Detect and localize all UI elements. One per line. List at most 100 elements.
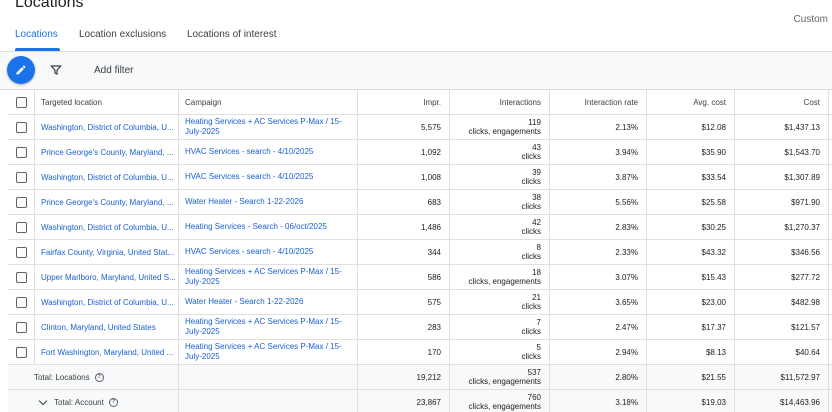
column-header-label: Cost (803, 97, 820, 107)
rate-cell: 2.94% (550, 340, 647, 364)
table-header-row: Targeted location Campaign Impr. Interactio… (8, 90, 832, 115)
interactions-cell: 18 clicks, engagements (450, 265, 550, 289)
interactions-unit: clicks (521, 252, 541, 261)
interactions-value: 5 (536, 342, 541, 352)
col-interactions[interactable]: Interactions (450, 90, 550, 114)
avg-cost-value: $43.32 (701, 247, 726, 257)
location-cell: Washington, District of Columbia, U... (35, 115, 179, 139)
interactions-cell: 43 clicks (450, 140, 550, 164)
row-checkbox[interactable] (15, 246, 27, 258)
interactions-unit: clicks, engagements (468, 277, 541, 286)
row-checkbox-cell (8, 315, 35, 339)
avg-cost-value: $23.00 (701, 297, 726, 307)
avg-cost-cell: $21.55 (647, 365, 735, 389)
help-icon[interactable]: ? (108, 397, 118, 407)
impressions-value: 23,867 (416, 397, 441, 407)
avg-cost-cell: $33.54 (647, 165, 735, 189)
avg-cost-cell: $25.58 (647, 190, 735, 214)
campaign-link[interactable]: Water Heater - Search 1-22-2026 (185, 197, 304, 206)
interactions-value: 760 (527, 392, 541, 402)
location-link[interactable]: Fort Washington, Maryland, United ... (41, 347, 174, 357)
add-filter-button[interactable]: Add filter (94, 65, 134, 76)
row-checkbox[interactable] (15, 321, 27, 333)
location-link[interactable]: Washington, District of Columbia, U... (41, 222, 174, 232)
row-checkbox-cell (8, 215, 35, 239)
column-header-label: Interactions (499, 97, 541, 107)
cost-value: $1,307.89 (784, 172, 820, 182)
impressions-value: 1,008 (420, 172, 441, 182)
interaction-rate-value: 3.94% (615, 147, 638, 157)
interactions-unit: clicks, engagements (468, 402, 541, 411)
active-tab-indicator (15, 48, 60, 51)
location-link[interactable]: Prince George's County, Maryland, ... (41, 147, 174, 157)
campaign-link[interactable]: Heating Services + AC Services P-Max / 1… (185, 117, 342, 136)
tab-location-exclusions[interactable]: Location exclusions (79, 29, 167, 40)
campaign-link[interactable]: Heating Services + AC Services P-Max / 1… (185, 267, 342, 286)
col-impr[interactable]: Impr. (358, 90, 450, 114)
campaign-link[interactable]: HVAC Services - search - 4/10/2025 (185, 147, 314, 156)
tab-locations[interactable]: Locations (15, 29, 58, 40)
location-link[interactable]: Washington, District of Columbia, U... (41, 297, 174, 307)
impressions-value: 170 (427, 347, 441, 357)
avg-cost-value: $17.37 (701, 322, 726, 332)
col-targeted-location[interactable]: Targeted location (35, 90, 179, 114)
filter-funnel-icon[interactable] (50, 64, 62, 76)
row-checkbox-cell (8, 190, 35, 214)
campaign-link[interactable]: HVAC Services - search - 4/10/2025 (185, 247, 314, 256)
location-link[interactable]: Clinton, Maryland, United States (41, 322, 156, 332)
avg-cost-cell: $12.08 (647, 115, 735, 139)
campaign-link[interactable]: Heating Services + AC Services P-Max / 1… (185, 342, 342, 361)
edit-button[interactable] (7, 56, 35, 84)
impr-cell: 575 (358, 290, 450, 314)
cost-value: $1,270.37 (784, 222, 820, 232)
row-checkbox[interactable] (15, 296, 27, 308)
select-all-checkbox[interactable] (15, 96, 27, 108)
campaign-link[interactable]: Heating Services - Search - 06/oct/2025 (185, 222, 327, 231)
custom-date-label[interactable]: Custom (793, 14, 828, 25)
chevron-down-icon[interactable] (38, 396, 48, 405)
location-link[interactable]: Upper Marlboro, Maryland, United S... (41, 272, 176, 282)
col-avg-cost[interactable]: Avg. cost (647, 90, 735, 114)
row-checkbox[interactable] (15, 121, 27, 133)
row-checkbox[interactable] (15, 146, 27, 158)
campaign-link[interactable]: Heating Services + AC Services P-Max / 1… (185, 317, 342, 336)
cost-value: $121.57 (791, 322, 820, 332)
row-checkbox[interactable] (15, 171, 27, 183)
cost-cell: $11,572.97 (735, 365, 829, 389)
campaign-link[interactable]: Water Heater - Search 1-22-2026 (185, 297, 304, 306)
interactions-unit: clicks (521, 327, 541, 336)
rate-cell: 3.07% (550, 265, 647, 289)
interaction-rate-value: 2.83% (615, 222, 638, 232)
tab-bar: Locations Location exclusions Locations … (0, 24, 832, 52)
col-campaign[interactable]: Campaign (179, 90, 358, 114)
impr-cell: 1,008 (358, 165, 450, 189)
col-interaction-rate[interactable]: Interaction rate (550, 90, 647, 114)
help-icon[interactable]: ? (94, 372, 104, 382)
col-cost[interactable]: Cost (735, 90, 829, 114)
location-cell: Fairfax County, Virginia, United Stat... (35, 240, 179, 264)
row-checkbox[interactable] (15, 271, 27, 283)
row-checkbox[interactable] (15, 346, 27, 358)
impressions-value: 5,575 (420, 122, 441, 132)
table-row: Clinton, Maryland, United States Heating … (8, 315, 832, 340)
cost-value: $277.72 (791, 272, 820, 282)
tab-locations-of-interest[interactable]: Locations of interest (187, 29, 277, 40)
table-row: Washington, District of Columbia, U... He… (8, 115, 832, 140)
campaign-cell: HVAC Services - search - 4/10/2025 (179, 165, 358, 189)
location-link[interactable]: Fairfax County, Virginia, United Stat... (41, 247, 175, 257)
location-link[interactable]: Washington, District of Columbia, U... (41, 172, 174, 182)
location-link[interactable]: Prince George's County, Maryland, ... (41, 197, 174, 207)
cost-cell: $121.57 (735, 315, 829, 339)
interaction-rate-value: 3.18% (615, 397, 638, 407)
location-link[interactable]: Washington, District of Columbia, U... (41, 122, 174, 132)
campaign-link[interactable]: HVAC Services - search - 4/10/2025 (185, 172, 314, 181)
avg-cost-value: $30.25 (701, 222, 726, 232)
avg-cost-value: $8.13 (705, 347, 726, 357)
interactions-cell: 760 clicks, engagements (450, 390, 550, 412)
interaction-rate-value: 3.65% (615, 297, 638, 307)
table-row: Washington, District of Columbia, U... Wa… (8, 290, 832, 315)
row-checkbox[interactable] (15, 221, 27, 233)
row-checkbox[interactable] (15, 196, 27, 208)
interactions-value: 537 (527, 367, 541, 377)
total-label: Total: Locations (34, 372, 90, 382)
